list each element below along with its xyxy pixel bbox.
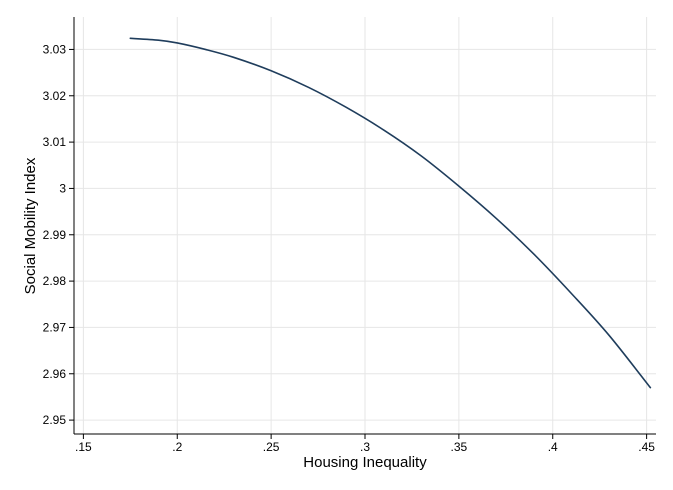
- y-tick-label: 2.98: [43, 274, 67, 288]
- series-line: [129, 37, 652, 389]
- x-tick-label: .25: [263, 440, 280, 454]
- y-tick-label: 2.99: [43, 228, 67, 242]
- grid: [74, 17, 656, 434]
- x-tick-label: .2: [172, 440, 182, 454]
- y-tick-label: 2.96: [43, 367, 67, 381]
- x-tick-label: .3: [360, 440, 370, 454]
- series-group: [129, 37, 652, 389]
- x-tick-label: .15: [75, 440, 92, 454]
- y-tick-label: 2.95: [43, 413, 67, 427]
- y-tick-label: 2.97: [43, 320, 67, 334]
- y-tick-label: 3: [59, 181, 66, 195]
- x-tick-label: .45: [638, 440, 655, 454]
- tick-labels: .15 .2 .25 .3 .35 .4 .45 2.95 2.96 2.97 2.98 2.99 3 3…: [43, 42, 656, 454]
- y-tick-label: 3.03: [43, 42, 67, 56]
- y-axis-title: Social Mobility Index: [22, 157, 39, 294]
- axes: [69, 17, 656, 439]
- x-tick-label: .35: [451, 440, 468, 454]
- x-axis-title: Housing Inequality: [303, 454, 427, 471]
- x-tick-label: .4: [548, 440, 558, 454]
- y-tick-label: 3.01: [43, 135, 67, 149]
- y-tick-label: 3.02: [43, 89, 67, 103]
